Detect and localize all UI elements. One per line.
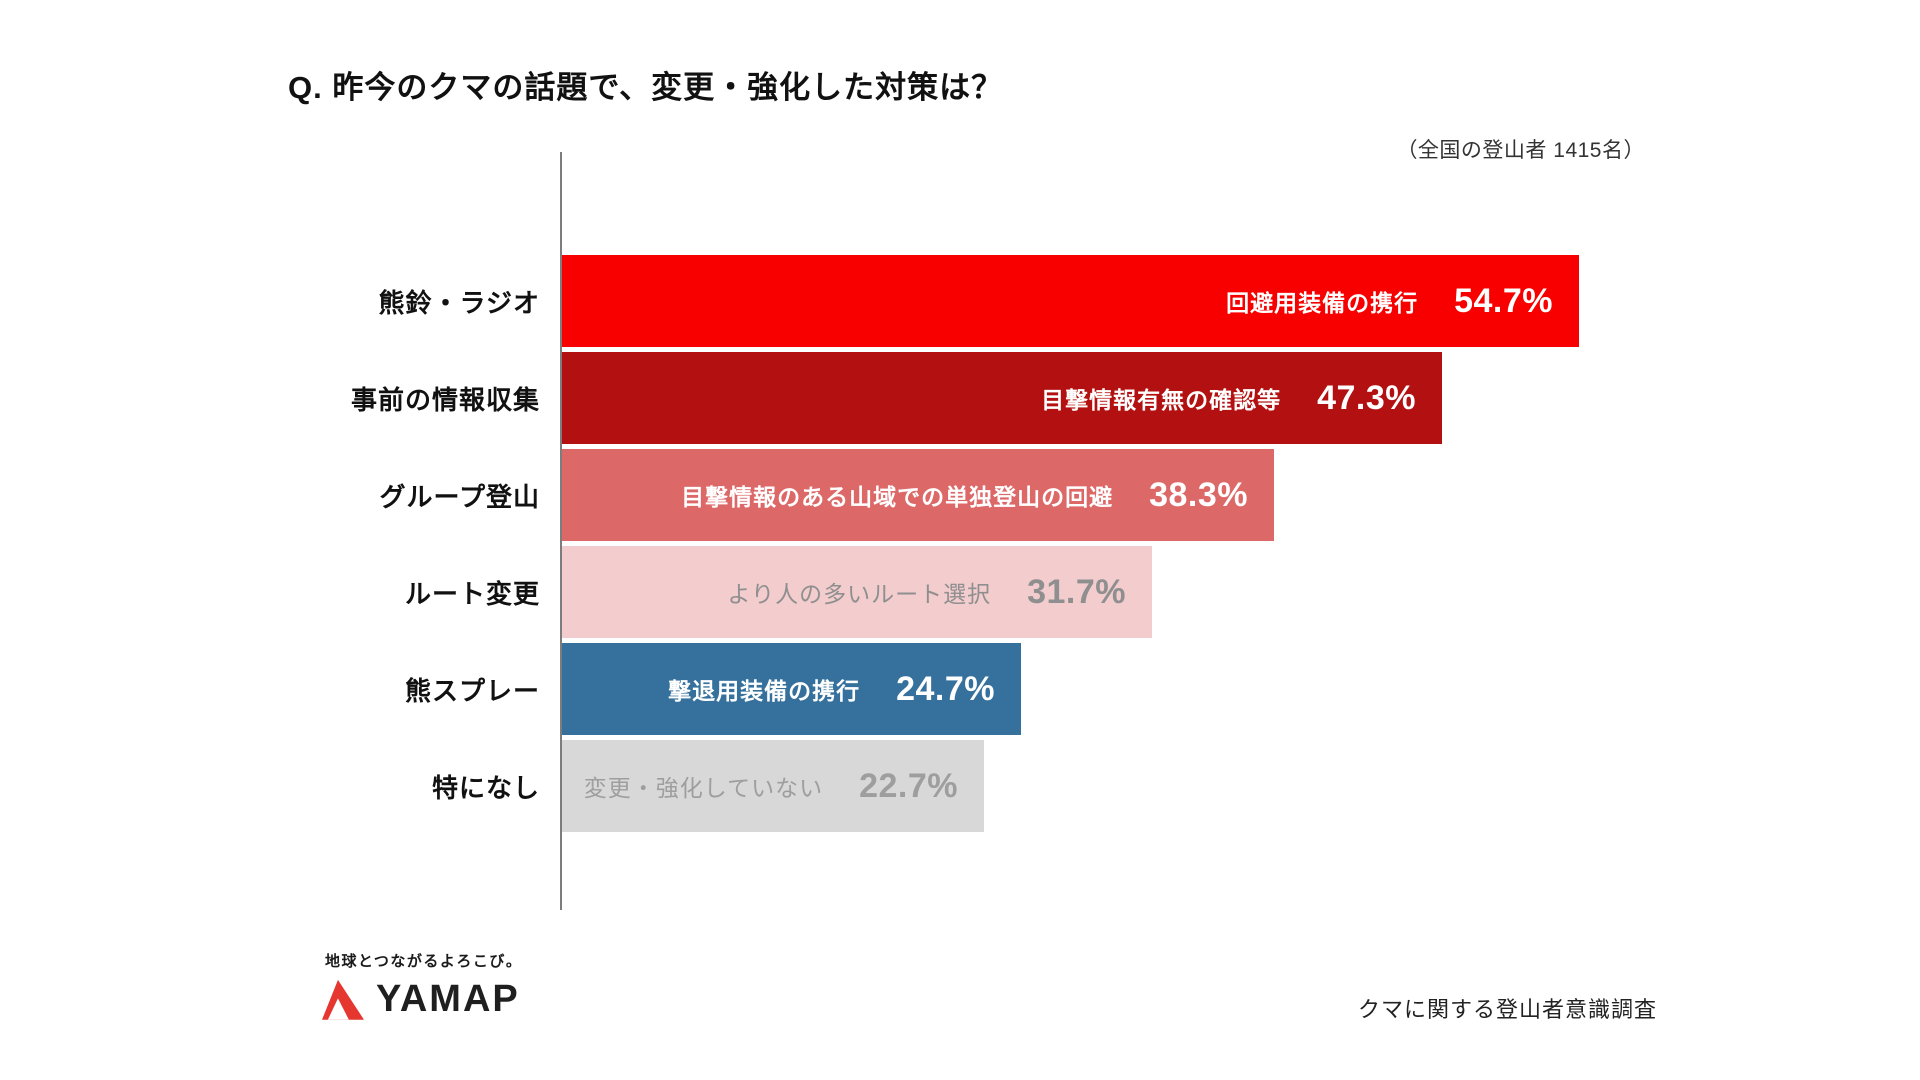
yamap-logo: YAMAP — [320, 978, 520, 1021]
bar-value: 22.7% — [859, 766, 958, 805]
category-label: ルート変更 — [404, 578, 540, 609]
bar: 変更・強化していない 22.7% — [562, 740, 984, 832]
bar-value: 47.3% — [1317, 378, 1416, 417]
category-label: 事前の情報収集 — [350, 384, 540, 415]
bar-value: 38.3% — [1149, 475, 1248, 514]
bar-value: 24.7% — [896, 669, 995, 708]
category-label: 特になし — [431, 772, 540, 803]
bar: 撃退用装備の携行 24.7% — [562, 643, 1021, 735]
category-label: 熊スプレー — [404, 675, 540, 706]
bar-annotation: 目撃情報のある山域での単独登山の回避 — [681, 484, 1114, 510]
chart-title: Q. 昨今のクマの話題で、変更・強化した対策は？ — [288, 70, 1004, 105]
bar-annotation: 回避用装備の携行 — [1226, 290, 1419, 316]
yamap-tent-icon — [322, 979, 364, 1020]
bar: 目撃情報有無の確認等 47.3% — [562, 352, 1442, 444]
bar-annotation: 変更・強化していない — [583, 775, 824, 801]
bar-value: 54.7% — [1454, 281, 1553, 320]
category-label: 熊鈴・ラジオ — [378, 287, 540, 318]
survey-name: クマに関する登山者意識調査 — [1357, 997, 1657, 1022]
sample-size-note: （全国の登山者 1415名） — [1396, 139, 1645, 162]
y-axis-line — [560, 152, 562, 910]
bar-annotation: 撃退用装備の携行 — [668, 678, 861, 704]
bar: 目撃情報のある山域での単独登山の回避 38.3% — [562, 449, 1274, 541]
bar-row: 熊スプレー 撃退用装備の携行 24.7% — [0, 643, 1920, 735]
bar-annotation: より人の多いルート選択 — [727, 581, 992, 607]
bar-rows: 熊鈴・ラジオ 回避用装備の携行 54.7% 事前の情報収集 目撃情報有無の確認等 47.3… — [0, 255, 1920, 837]
bar-row: 熊鈴・ラジオ 回避用装備の携行 54.7% — [0, 255, 1920, 347]
bar: 回避用装備の携行 54.7% — [562, 255, 1579, 347]
bar-row: ルート変更 より人の多いルート選択 31.7% — [0, 546, 1920, 638]
bar-row: グループ登山 目撃情報のある山域での単独登山の回避 38.3% — [0, 449, 1920, 541]
bar-annotation: 目撃情報有無の確認等 — [1041, 387, 1282, 413]
logo-text: YAMAP — [376, 978, 520, 1020]
bar: より人の多いルート選択 31.7% — [562, 546, 1152, 638]
bar-value: 31.7% — [1027, 572, 1126, 611]
category-label: グループ登山 — [379, 481, 540, 512]
bar-row: 特になし 変更・強化していない 22.7% — [0, 740, 1920, 832]
logo-tagline: 地球とつながるよろこび。 — [325, 953, 523, 970]
bar-row: 事前の情報収集 目撃情報有無の確認等 47.3% — [0, 352, 1920, 444]
